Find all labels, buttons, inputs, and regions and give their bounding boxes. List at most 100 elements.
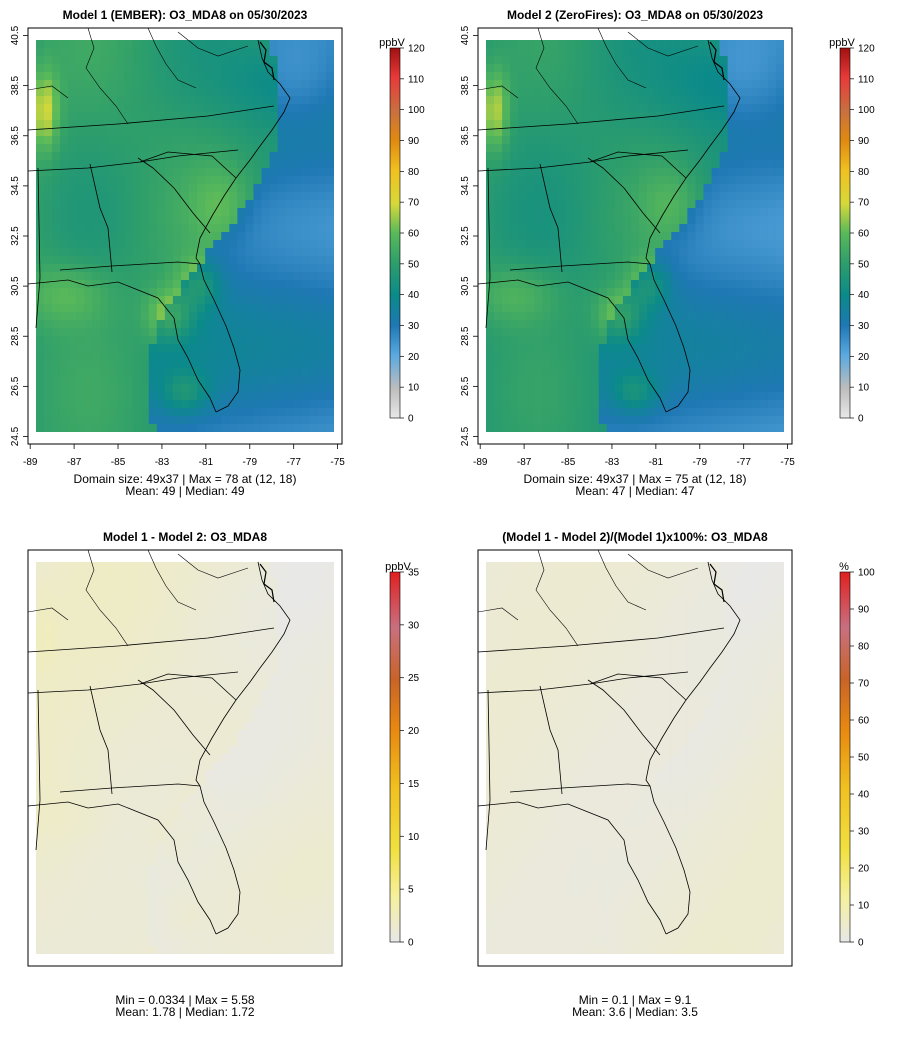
- grid-cell: [285, 392, 295, 401]
- grid-cell: [542, 224, 551, 233]
- grid-cell: [293, 232, 303, 241]
- grid-cell: [606, 64, 616, 73]
- grid-cell: [44, 48, 53, 57]
- grid-cell: [221, 794, 230, 803]
- grid-cell: [655, 176, 664, 185]
- grid-cell: [237, 424, 246, 432]
- grid-cell: [189, 424, 198, 432]
- grid-cell: [759, 376, 769, 385]
- grid-cell: [189, 344, 198, 353]
- grid-cell: [711, 248, 720, 257]
- grid-cell: [582, 368, 592, 377]
- grid-cell: [582, 120, 592, 129]
- grid-cell: [655, 384, 664, 393]
- grid-cell: [60, 674, 69, 683]
- grid-cell: [156, 658, 166, 667]
- y-tick-label: 24.5: [460, 426, 471, 446]
- grid-cell: [197, 610, 206, 619]
- grid-cell: [92, 400, 101, 409]
- grid-cell: [494, 280, 503, 289]
- grid-cell: [663, 360, 672, 369]
- grid-cell: [229, 296, 238, 305]
- grid-cell: [44, 256, 53, 265]
- grid-cell: [727, 184, 737, 193]
- grid-cell: [743, 168, 753, 177]
- grid-cell: [172, 160, 182, 169]
- grid-cell: [614, 104, 624, 113]
- grid-cell: [205, 570, 214, 579]
- grid-cell: [582, 232, 592, 241]
- grid-cell: [751, 304, 761, 313]
- grid-cell: [197, 594, 206, 603]
- grid-cell: [277, 352, 287, 361]
- grid-cell: [735, 136, 745, 145]
- grid-cell: [494, 40, 503, 49]
- grid-cell: [582, 48, 592, 57]
- grid-cell: [325, 674, 334, 683]
- grid-cell: [245, 384, 254, 393]
- grid-cell: [285, 296, 295, 305]
- grid-cell: [116, 416, 125, 425]
- grid-cell: [695, 416, 704, 425]
- grid-cell: [205, 328, 214, 337]
- grid-cell: [486, 352, 495, 361]
- grid-cell: [140, 738, 150, 747]
- grid-cell: [221, 264, 230, 273]
- grid-cell: [639, 304, 648, 313]
- grid-cell: [759, 192, 769, 201]
- grid-cell: [100, 360, 109, 369]
- grid-cell: [743, 136, 753, 145]
- grid-cell: [590, 176, 600, 185]
- grid-cell: [317, 240, 327, 249]
- grid-cell: [735, 216, 745, 225]
- grid-cell: [245, 96, 254, 105]
- grid-cell: [140, 48, 150, 57]
- grid-cell: [148, 200, 158, 209]
- grid-cell: [180, 288, 190, 297]
- grid-cell: [614, 176, 624, 185]
- grid-cell: [775, 336, 784, 345]
- grid-cell: [317, 352, 327, 361]
- grid-cell: [164, 674, 174, 683]
- grid-cell: [301, 634, 311, 643]
- grid-cell: [76, 602, 85, 611]
- grid-cell: [743, 184, 753, 193]
- grid-cell: [116, 168, 125, 177]
- grid-cell: [317, 120, 327, 129]
- grid-cell: [622, 160, 632, 169]
- grid-cell: [156, 176, 166, 185]
- grid-cell: [711, 200, 720, 209]
- grid-cell: [502, 88, 511, 97]
- grid-cell: [229, 264, 238, 273]
- grid-cell: [727, 208, 737, 217]
- grid-cell: [639, 392, 648, 401]
- grid-cell: [309, 762, 319, 771]
- grid-cell: [36, 336, 45, 345]
- grid-cell: [164, 360, 174, 369]
- grid-cell: [84, 610, 93, 619]
- grid-cell: [293, 738, 303, 747]
- grid-cell: [76, 376, 85, 385]
- grid-cell: [598, 88, 608, 97]
- grid-cell: [261, 610, 270, 619]
- grid-cell: [245, 586, 254, 595]
- grid-cell: [502, 232, 511, 241]
- grid-cell: [277, 376, 287, 385]
- grid-cell: [325, 144, 334, 153]
- grid-cell: [317, 578, 327, 587]
- grid-cell: [261, 248, 270, 257]
- grid-cell: [582, 152, 592, 161]
- grid-cell: [76, 208, 85, 217]
- grid-cell: [197, 368, 206, 377]
- grid-cell: [100, 602, 109, 611]
- grid-cell: [261, 320, 270, 329]
- grid-cell: [156, 240, 166, 249]
- grid-cell: [245, 112, 254, 121]
- grid-cell: [197, 626, 206, 635]
- grid-cell: [172, 224, 182, 233]
- grid-cell: [84, 746, 93, 755]
- grid-cell: [309, 392, 319, 401]
- grid-cell: [140, 272, 150, 281]
- grid-cell: [269, 240, 279, 249]
- grid-cell: [36, 192, 45, 201]
